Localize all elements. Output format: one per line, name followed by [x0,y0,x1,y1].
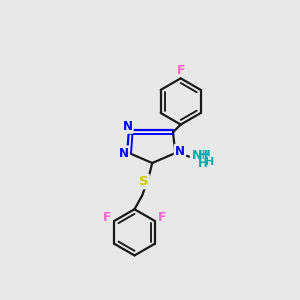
Text: F: F [103,211,111,224]
Text: S: S [139,175,148,188]
Text: F: F [176,64,185,77]
Text: H: H [198,149,208,162]
Text: N: N [119,146,129,160]
Text: F: F [158,211,166,224]
Text: H: H [205,157,214,167]
Text: N: N [192,149,202,162]
Text: H: H [198,157,208,170]
Text: N: N [123,120,133,133]
Text: N: N [175,145,185,158]
Text: NH: NH [191,149,212,162]
